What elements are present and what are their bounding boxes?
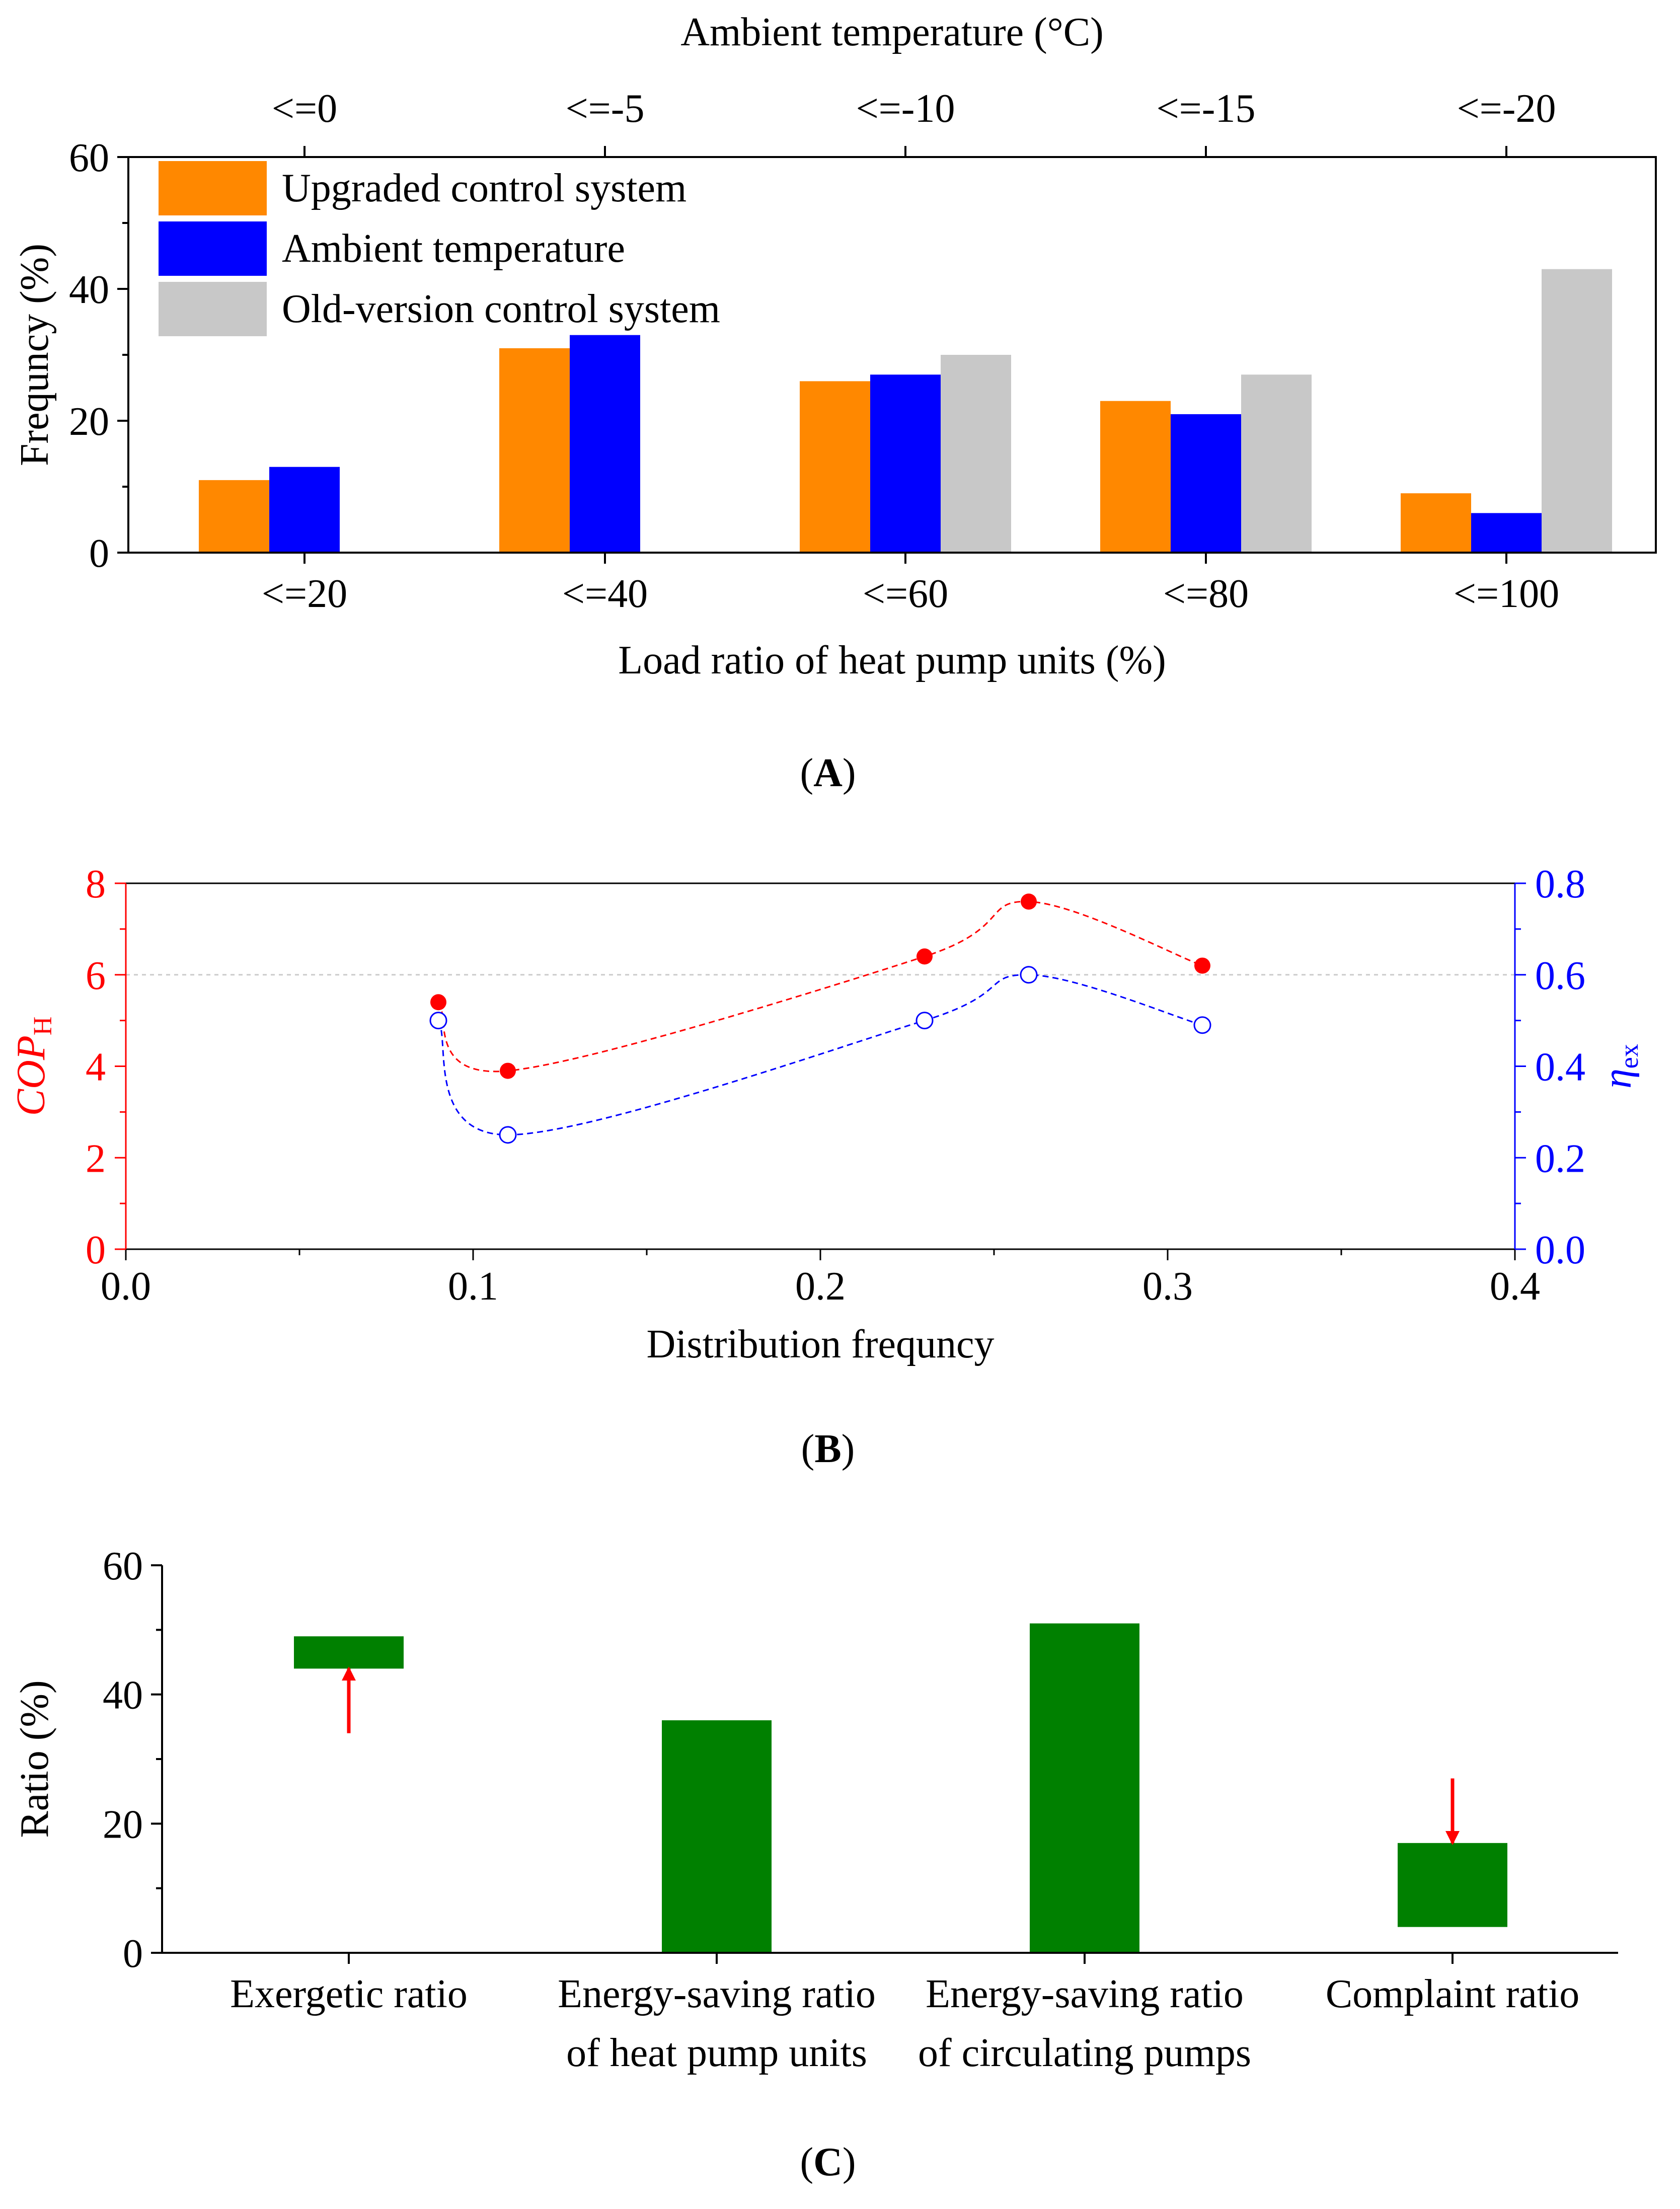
- point-cop-2: [917, 948, 933, 965]
- bar-2: [1030, 1623, 1139, 1953]
- x-tick-label-2-line1: Energy-saving ratio: [926, 1972, 1244, 2016]
- y-tick-label-60: 60: [69, 136, 109, 180]
- x-tick-label-4: <=100: [1454, 572, 1559, 616]
- top-tick-label-2: <=-10: [856, 87, 955, 131]
- left-tick-label-2: 2: [86, 1136, 106, 1181]
- left-tick-label-8: 8: [86, 862, 106, 906]
- x-axis-title: Distribution frequncy: [647, 1322, 995, 1366]
- x-tick-label-1: <=40: [562, 572, 648, 616]
- point-cop-3: [1021, 893, 1037, 910]
- x-tick-label-0.2: 0.2: [795, 1264, 846, 1309]
- series-line-1: [437, 974, 1203, 1136]
- bar-upgraded-control-system-0: [199, 480, 269, 553]
- point-cop-0: [430, 994, 446, 1011]
- top-tick-label-1: <=-5: [566, 87, 645, 131]
- bar-ambient-temperature-2: [870, 374, 941, 553]
- bar-upgraded-control-system-1: [499, 348, 570, 553]
- bar-old-version-control-system-3: [1241, 374, 1312, 553]
- right-tick-label-0.8: 0.8: [1535, 862, 1585, 906]
- x-tick-label-3: <=80: [1163, 572, 1249, 616]
- bar-ambient-temperature-0: [269, 467, 340, 553]
- legend-swatch-0: [159, 161, 267, 215]
- legend-label-0: Upgraded control system: [282, 166, 686, 210]
- right-tick-label-0.2: 0.2: [1535, 1136, 1585, 1181]
- point-eta-1: [499, 1126, 517, 1144]
- y-tick-label-20: 20: [69, 400, 109, 444]
- legend-swatch-2: [159, 282, 267, 336]
- right-tick-label-0.4: 0.4: [1535, 1045, 1585, 1090]
- bar-upgraded-control-system-4: [1401, 493, 1471, 553]
- top-tick-label-4: <=-20: [1457, 87, 1556, 131]
- point-eta-2: [915, 1012, 934, 1030]
- bar-upgraded-control-system-2: [800, 381, 870, 553]
- bar-old-version-control-system-4: [1542, 269, 1612, 553]
- x-tick-label-0.3: 0.3: [1142, 1264, 1193, 1309]
- bar-ambient-temperature-3: [1171, 414, 1241, 553]
- x-tick-label-0.0: 0.0: [101, 1264, 151, 1309]
- y-tick-label-40: 40: [69, 268, 109, 312]
- bar-old-version-control-system-2: [941, 355, 1011, 553]
- y-axis-title: Ratio (%): [13, 1680, 57, 1838]
- left-tick-label-0: 0: [86, 1228, 106, 1272]
- bar-ambient-temperature-1: [570, 335, 640, 553]
- legend-label-2: Old-version control system: [282, 287, 720, 331]
- left-tick-label-6: 6: [86, 954, 106, 998]
- x-tick-label-1-line2: of heat pump units: [566, 2031, 867, 2075]
- panel-label-b: (B): [801, 1427, 855, 1471]
- x-tick-label-2: <=60: [863, 572, 948, 616]
- y-tick-label-60: 60: [103, 1544, 143, 1588]
- x-tick-label-0: <=20: [262, 572, 347, 616]
- point-eta-4: [1193, 1016, 1211, 1034]
- right-tick-label-0.6: 0.6: [1535, 954, 1585, 998]
- bar-0: [294, 1636, 404, 1669]
- y-tick-label-0: 0: [123, 1932, 143, 1976]
- legend-swatch-1: [159, 221, 267, 276]
- panel-a: 0 20 40 60 <=20 <=40 <=60 <=80 <=100 <=0 <=-5 <=-10…: [13, 10, 1657, 795]
- panel-label-a: (A): [800, 751, 856, 795]
- right-axis-title: ηex: [1595, 1044, 1644, 1089]
- bar-ambient-temperature-4: [1471, 513, 1542, 553]
- point-cop-4: [1194, 957, 1210, 974]
- left-tick-label-4: 4: [86, 1045, 106, 1090]
- panel-label-c: (C): [800, 2140, 856, 2184]
- left-axis-title: COPH: [9, 1017, 57, 1116]
- top-axis-title: Ambient temperature (°C): [680, 10, 1104, 54]
- series-line-0: [437, 900, 1203, 1073]
- x-tick-label-0-line1: Exergetic ratio: [230, 1972, 468, 2016]
- y-tick-label-0: 0: [89, 531, 109, 576]
- bar-3: [1398, 1843, 1507, 1927]
- point-eta-3: [1020, 966, 1038, 984]
- x-tick-label-2-line2: of circulating pumps: [918, 2031, 1251, 2075]
- y-axis-title: Frequncy (%): [13, 244, 57, 466]
- panel-c: 0 20 40 60 Exergetic ratio Energy-saving rati…: [13, 1544, 1618, 2184]
- legend-label-1: Ambient temperature: [282, 226, 625, 271]
- top-tick-label-0: <=0: [272, 87, 337, 131]
- x-tick-label-3-line1: Complaint ratio: [1326, 1972, 1579, 2016]
- point-eta-0: [429, 1012, 447, 1030]
- point-cop-1: [500, 1062, 516, 1079]
- y-tick-label-40: 40: [103, 1673, 143, 1718]
- x-tick-label-0.4: 0.4: [1490, 1264, 1540, 1309]
- x-axis-title: Load ratio of heat pump units (%): [618, 638, 1166, 682]
- x-tick-label-1-line1: Energy-saving ratio: [558, 1972, 876, 2016]
- bar-1: [662, 1720, 772, 1953]
- panel-b: 0.0 0.1 0.2 0.3 0.4 0 2 4 6 8 0.0 0.2 0.4 0.6 0.8 Distr…: [9, 862, 1644, 1471]
- y-tick-label-20: 20: [103, 1802, 143, 1847]
- x-tick-label-0.1: 0.1: [448, 1264, 498, 1309]
- top-tick-label-3: <=-15: [1157, 87, 1256, 131]
- right-tick-label-0.0: 0.0: [1535, 1228, 1585, 1272]
- bar-upgraded-control-system-3: [1100, 401, 1171, 553]
